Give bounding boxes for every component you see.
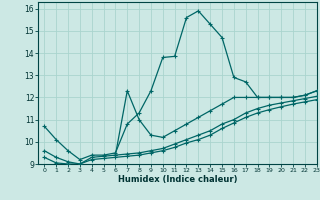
X-axis label: Humidex (Indice chaleur): Humidex (Indice chaleur) [118, 175, 237, 184]
